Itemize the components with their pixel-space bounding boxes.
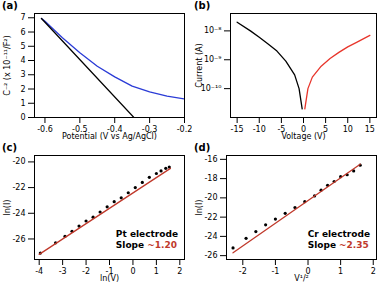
svg-text:4: 4 [20, 56, 25, 65]
svg-text:C⁻² (x 10⁻¹¹/F²): C⁻² (x 10⁻¹¹/F²) [3, 35, 12, 95]
svg-text:-0.2: -0.2 [177, 125, 192, 134]
svg-text:Potential (V vs Ag/AgCl): Potential (V vs Ag/AgCl) [62, 132, 157, 141]
svg-text:0: 0 [305, 266, 311, 276]
svg-text:-0.4: -0.4 [106, 125, 123, 135]
svg-text:-0.6: -0.6 [37, 125, 53, 134]
svg-text:3: 3 [20, 70, 25, 79]
svg-text:-0.5: -0.5 [72, 125, 88, 135]
svg-text:-18: -18 [204, 174, 217, 183]
svg-text:-1: -1 [271, 267, 279, 276]
html-text:Pt electrode: Pt electrode [115, 228, 178, 239]
svg-text:0: 0 [130, 267, 135, 276]
svg-text:-26: -26 [204, 251, 217, 260]
svg-text:-20: -20 [204, 193, 217, 202]
html-text:(a): (a) [2, 0, 18, 11]
svg-text:ln(V): ln(V) [100, 273, 119, 282]
svg-text:0: 0 [301, 125, 306, 135]
html-text:(b): (b) [194, 0, 211, 11]
svg-text:-26: -26 [12, 234, 25, 243]
svg-text:-24: -24 [12, 208, 25, 217]
svg-text:1: 1 [338, 267, 343, 276]
svg-text:5: 5 [323, 125, 329, 135]
svg-text:-2: -2 [82, 267, 90, 276]
html-text:Slope ~1.20: Slope ~1.20 [115, 239, 177, 250]
svg-text:2: 2 [20, 85, 25, 94]
svg-text:5: 5 [20, 42, 25, 51]
svg-text:-24: -24 [204, 231, 217, 240]
svg-text:-20: -20 [12, 157, 25, 166]
svg-text:Voltage (V): Voltage (V) [281, 132, 325, 141]
svg-text:-10: -10 [253, 125, 266, 134]
svg-text:Current (A): Current (A) [195, 43, 204, 87]
svg-text:V¹/²: V¹/² [294, 273, 309, 282]
svg-text:-4: -4 [35, 267, 43, 276]
svg-text:-22: -22 [204, 212, 217, 221]
svg-text:-22: -22 [12, 183, 25, 192]
svg-text:10⁻⁸: 10⁻⁸ [204, 26, 222, 35]
svg-text:1: 1 [20, 99, 25, 108]
svg-text:-2: -2 [239, 267, 247, 276]
svg-text:ln(I): ln(I) [195, 199, 204, 215]
svg-text:-1: -1 [105, 266, 114, 276]
svg-text:-5: -5 [277, 125, 286, 135]
svg-text:0: 0 [20, 113, 25, 122]
svg-text:2: 2 [177, 267, 182, 276]
svg-text:10⁻⁹: 10⁻⁹ [204, 55, 222, 64]
svg-text:2: 2 [371, 267, 376, 276]
html-text:(c): (c) [2, 141, 18, 153]
svg-text:6: 6 [20, 28, 25, 37]
svg-text:10⁻¹⁰: 10⁻¹⁰ [200, 84, 222, 94]
html-text:Cr electrode: Cr electrode [307, 228, 370, 239]
svg-text:10: 10 [343, 125, 353, 134]
svg-text:1: 1 [154, 267, 159, 276]
svg-text:-3: -3 [59, 267, 67, 276]
html-text:Slope ~2.35: Slope ~2.35 [307, 239, 369, 250]
svg-text:-15: -15 [231, 125, 244, 134]
svg-text:15: 15 [365, 125, 375, 134]
svg-text:-16: -16 [204, 154, 217, 163]
html-text:(d): (d) [194, 141, 211, 153]
svg-text:7: 7 [20, 13, 25, 22]
svg-text:-0.3: -0.3 [141, 125, 158, 135]
svg-text:ln(I): ln(I) [3, 199, 12, 215]
